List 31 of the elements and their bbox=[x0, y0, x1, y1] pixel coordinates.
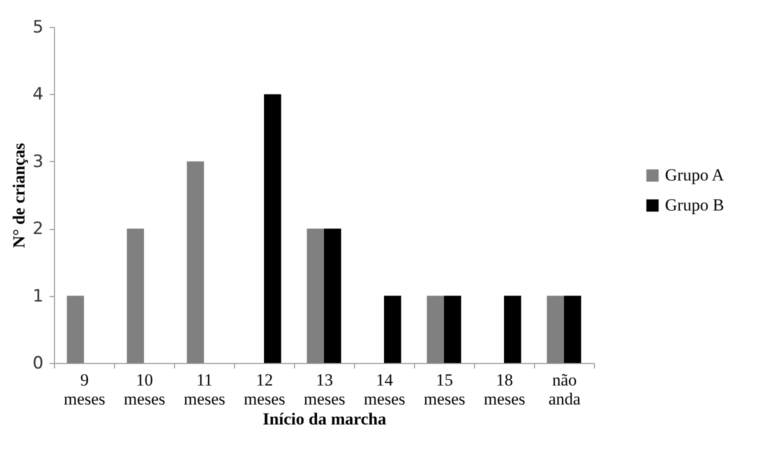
x-tick-label: 13 meses bbox=[304, 370, 346, 408]
bar bbox=[546, 296, 564, 363]
bar bbox=[504, 296, 522, 363]
x-tick-label: 18 meses bbox=[484, 370, 526, 408]
bar bbox=[324, 228, 342, 363]
bar bbox=[186, 161, 204, 363]
x-axis-title: Início da marcha bbox=[262, 410, 387, 428]
legend-label: Grupo A bbox=[665, 166, 725, 184]
bar bbox=[444, 296, 462, 363]
y-tick-label: 2 bbox=[32, 219, 44, 240]
y-tick-label: 1 bbox=[32, 286, 44, 306]
x-tick-label: 15 meses bbox=[424, 370, 466, 408]
y-tick-label: 3 bbox=[32, 152, 44, 172]
x-tick-label: 9 meses bbox=[64, 370, 106, 408]
bar bbox=[66, 296, 84, 363]
y-tick-label: 4 bbox=[32, 84, 44, 105]
y-tick-label: 0 bbox=[32, 354, 44, 374]
bar bbox=[384, 296, 402, 363]
bar bbox=[264, 94, 282, 363]
x-tick-label: 10 meses bbox=[124, 370, 166, 408]
bar bbox=[126, 228, 144, 363]
x-tick-label: 11 meses bbox=[184, 370, 226, 408]
x-tick-label: 12 meses bbox=[244, 370, 286, 408]
bar bbox=[426, 296, 444, 363]
x-tick-label: 14 meses bbox=[364, 370, 406, 408]
y-axis-title: N° de crianças bbox=[10, 142, 29, 248]
legend-label: Grupo B bbox=[665, 196, 724, 214]
y-tick-label: 5 bbox=[32, 18, 44, 38]
bar bbox=[306, 228, 324, 363]
x-tick-label: não anda bbox=[548, 370, 581, 408]
bar bbox=[564, 296, 582, 363]
